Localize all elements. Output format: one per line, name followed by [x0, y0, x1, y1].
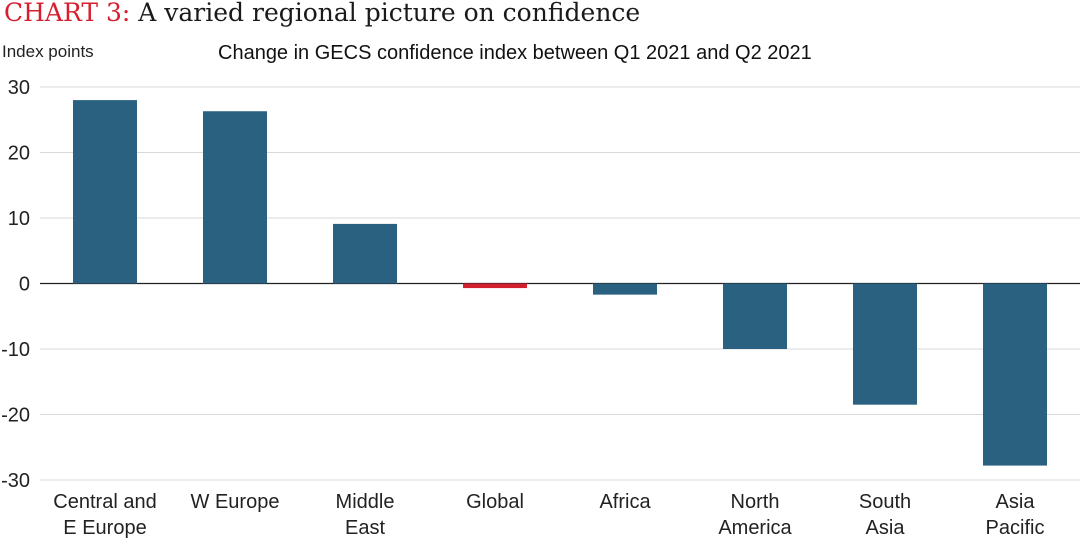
- y-axis-label: Index points: [2, 42, 94, 61]
- chart-subtitle: Change in GECS confidence index between …: [218, 42, 812, 64]
- category-label: Asia: [996, 491, 1036, 513]
- bar: [593, 283, 657, 295]
- category-labels: Central and E Europe W Europe Middle East Glo…: [53, 491, 1044, 539]
- y-tick-labels: 30 20 10 0 -10 -20 -30: [1, 77, 30, 492]
- y-tick-label: -10: [1, 339, 30, 361]
- category-label: America: [718, 517, 792, 539]
- category-label: W Europe: [191, 491, 280, 513]
- category-label: Africa: [599, 491, 651, 513]
- chart-title-row: CHART 3: A varied regional picture on co…: [4, 0, 640, 27]
- y-tick-label: 30: [8, 77, 30, 99]
- y-tick-label: -20: [1, 405, 30, 427]
- y-tick-label: 0: [19, 274, 30, 296]
- chart-headline: A varied regional picture on confidence: [138, 0, 641, 27]
- category-label: Middle: [336, 491, 395, 513]
- category-label: South: [859, 491, 911, 513]
- chart-number: CHART 3:: [4, 0, 131, 27]
- category-label: E Europe: [63, 517, 146, 539]
- category-label: Central and: [53, 491, 156, 513]
- category-label: Pacific: [986, 517, 1045, 539]
- category-label: North: [731, 491, 780, 513]
- y-tick-label: -30: [1, 470, 30, 492]
- bar: [983, 283, 1047, 466]
- category-label: Global: [466, 491, 524, 513]
- y-tick-label: 20: [8, 143, 30, 165]
- category-label: East: [345, 517, 385, 539]
- bar: [463, 283, 527, 289]
- bar: [723, 283, 787, 349]
- y-tick-label: 10: [8, 208, 30, 230]
- bar: [73, 100, 137, 284]
- bar: [203, 111, 267, 284]
- category-label: Asia: [866, 517, 906, 539]
- bar: [333, 223, 397, 284]
- gridlines: [40, 86, 1080, 481]
- bars: [73, 100, 1047, 466]
- bar: [853, 283, 917, 405]
